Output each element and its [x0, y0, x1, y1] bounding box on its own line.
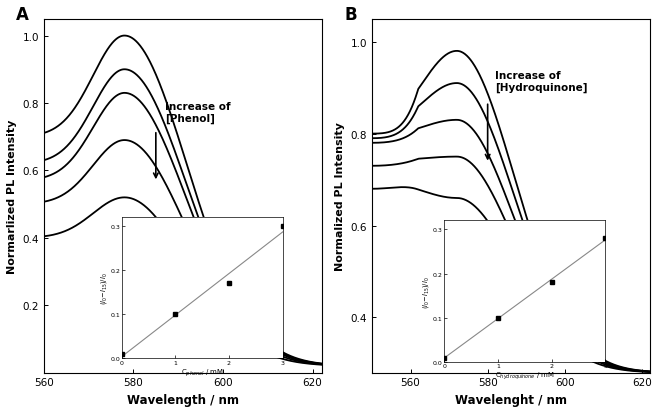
Text: B: B [344, 5, 357, 24]
Text: Increase of
[Phenol]: Increase of [Phenol] [165, 102, 230, 124]
Y-axis label: Normarlized PL Intensity: Normarlized PL Intensity [7, 119, 17, 273]
X-axis label: Wavelength / nm: Wavelength / nm [127, 393, 239, 406]
X-axis label: Wavelenght / nm: Wavelenght / nm [455, 393, 567, 406]
Text: A: A [16, 5, 29, 24]
Y-axis label: Normalized PL Intensity: Normalized PL Intensity [335, 122, 345, 271]
Text: Increase of
[Hydroquinone]: Increase of [Hydroquinone] [496, 71, 588, 93]
